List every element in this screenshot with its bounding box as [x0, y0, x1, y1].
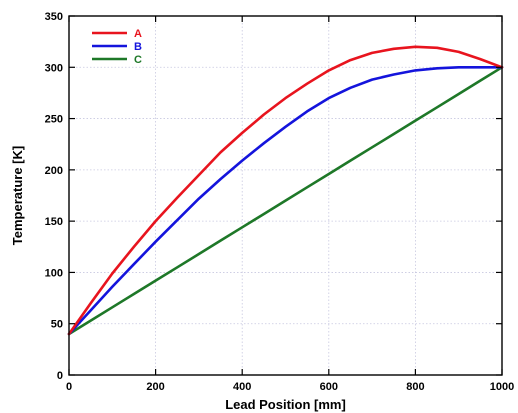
y-tick-label: 250	[45, 114, 63, 126]
legend: ABC	[92, 28, 142, 66]
series-lines	[67, 45, 504, 336]
legend-label-c: C	[134, 54, 142, 66]
y-tick-label: 300	[45, 62, 63, 74]
y-tick-label: 200	[45, 165, 63, 177]
y-tick-label: 150	[45, 216, 63, 228]
x-tick-label: 600	[320, 381, 338, 393]
x-tick-label: 0	[66, 381, 72, 393]
legend-label-b: B	[134, 41, 142, 53]
y-tick-label: 100	[45, 267, 63, 279]
x-tick-label: 400	[233, 381, 251, 393]
series-b-line	[67, 66, 504, 336]
legend-label-a: A	[134, 28, 142, 40]
y-tick-label: 0	[57, 370, 63, 382]
tick-labels: 0 200 400 600 800 1000 0 50 100 150 200 250 300 350	[45, 11, 515, 393]
series-a-line	[67, 45, 504, 336]
x-axis-title: Lead Position [mm]	[225, 397, 346, 412]
y-tick-label: 350	[45, 11, 63, 23]
x-tick-label: 800	[406, 381, 424, 393]
axis-ticks	[68, 15, 503, 376]
grid	[69, 16, 502, 375]
x-tick-label: 1000	[490, 381, 514, 393]
x-tick-label: 200	[146, 381, 164, 393]
plot-frame	[68, 15, 503, 376]
series-c-line	[67, 66, 504, 336]
y-axis-title: Temperature [K]	[10, 146, 25, 245]
y-tick-label: 50	[51, 319, 63, 331]
